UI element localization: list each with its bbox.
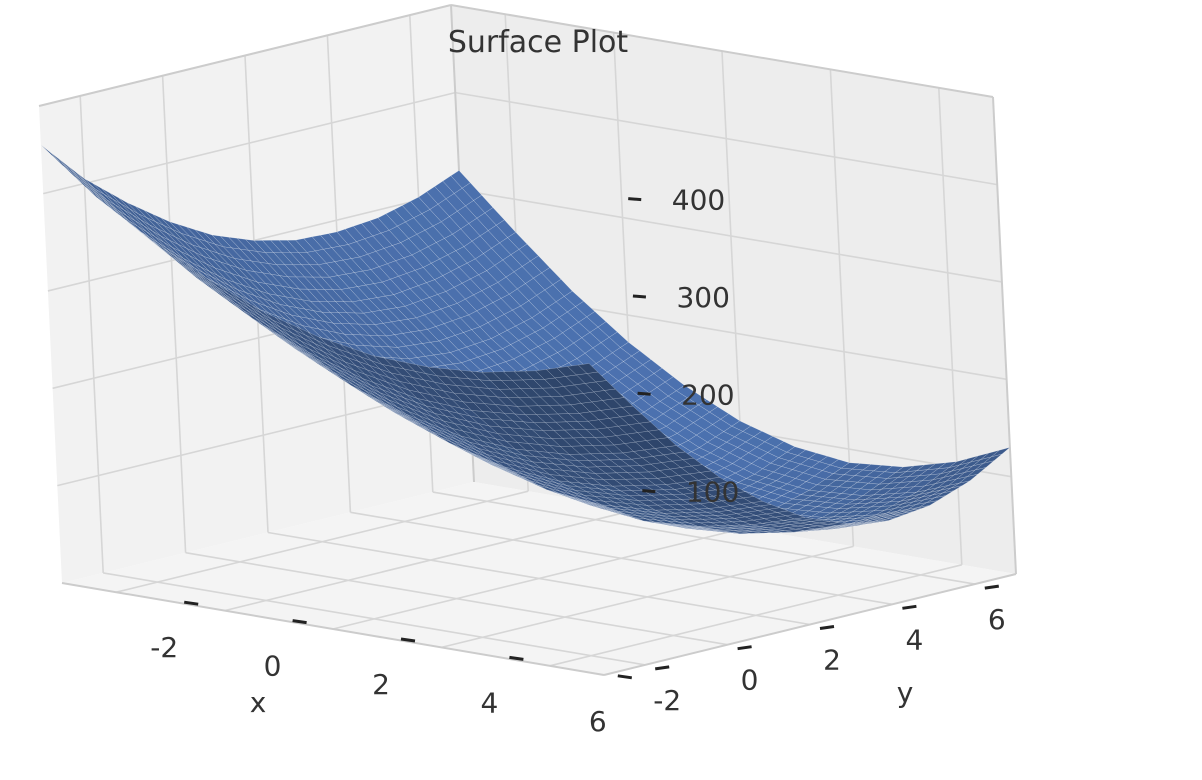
z-tick-label: 200 <box>681 378 734 411</box>
z-tick-label: 100 <box>686 476 739 509</box>
surface-patch <box>885 514 905 520</box>
x-tick-mark <box>617 674 633 680</box>
surface-patch <box>699 470 721 479</box>
y-tick-label: -2 <box>653 684 681 717</box>
y-tick-mark <box>654 665 670 671</box>
pane-edge <box>992 96 1017 575</box>
x-tick-label: 6 <box>589 705 607 738</box>
surface-patch <box>612 397 634 408</box>
surface-patch <box>577 363 599 374</box>
surface-patch <box>603 388 625 400</box>
surface-patch <box>586 371 608 383</box>
surface-patch <box>861 520 881 524</box>
x-tick-label: 4 <box>480 686 498 719</box>
tick-marks <box>183 197 1000 680</box>
surface-patch <box>716 481 738 489</box>
z-tick-label: 400 <box>672 184 725 217</box>
grid-line-z <box>47 189 461 292</box>
surface-patch <box>959 473 978 484</box>
surface-patch <box>690 464 712 473</box>
surface-patch <box>751 500 771 507</box>
z-tick-mark <box>642 489 656 494</box>
surface-patch <box>742 496 764 503</box>
y-tick-label: 6 <box>988 603 1006 636</box>
grid-line-z <box>455 91 998 186</box>
z-tick-mark <box>637 391 651 396</box>
grid-line-y <box>103 572 646 666</box>
z-tick-mark <box>632 294 647 299</box>
y-tick-mark <box>737 645 752 651</box>
chart-title: Surface Plot <box>448 25 629 60</box>
surface-patch <box>638 421 660 432</box>
x-tick-mark <box>509 655 524 661</box>
x-tick-label: 0 <box>264 650 282 683</box>
surface-patch <box>664 445 686 454</box>
tick-labels: -2 0 2 4 6 -2 0 2 4 6 100 200 300 400 <box>150 184 1005 738</box>
grid-line-z <box>459 189 1003 283</box>
x-tick-mark <box>400 637 416 643</box>
pane-edge <box>38 4 452 107</box>
surface-patch <box>934 490 954 498</box>
grid-line-y <box>267 531 811 626</box>
x-tick-label: 2 <box>372 668 390 701</box>
surface-patch <box>621 405 642 416</box>
surface-patch <box>595 380 616 391</box>
surface-patch <box>768 507 788 513</box>
pane-edge <box>603 573 1017 676</box>
grid-line-y <box>432 491 975 585</box>
y-tick-label: 4 <box>905 623 923 656</box>
surface-patch <box>673 451 695 460</box>
surface-patch <box>967 467 987 477</box>
surface-patch <box>760 504 780 510</box>
y-tick-mark <box>902 604 917 610</box>
grid-line-y <box>79 95 104 573</box>
x-tick-mark <box>292 619 307 625</box>
z-tick-mark <box>628 197 642 202</box>
grid-line-y <box>350 511 893 606</box>
y-tick-label: 0 <box>741 664 759 697</box>
surface-patch <box>894 511 913 517</box>
y-tick-mark <box>984 584 1000 590</box>
y-tick-mark <box>819 625 835 630</box>
grid-line-y <box>161 75 187 553</box>
y-axis-label: y <box>897 676 914 709</box>
y-tick-label: 2 <box>823 644 841 677</box>
surface-patch <box>725 486 746 494</box>
grid-line-y <box>185 551 728 646</box>
pane-edge <box>450 4 994 98</box>
surface-patch <box>991 447 1011 458</box>
pane-edge <box>61 582 605 676</box>
surface <box>40 144 1011 534</box>
surface-patch <box>647 429 669 440</box>
surface-patch <box>802 518 822 522</box>
x-tick-mark <box>183 600 199 606</box>
surface-patch <box>708 477 729 484</box>
x-axis-label: x <box>250 686 267 719</box>
surface-patch <box>630 413 651 424</box>
x-tick-label: -2 <box>150 631 178 664</box>
z-tick-label: 300 <box>676 281 729 314</box>
surface-patch <box>733 491 755 499</box>
grid-line-z <box>43 91 456 195</box>
